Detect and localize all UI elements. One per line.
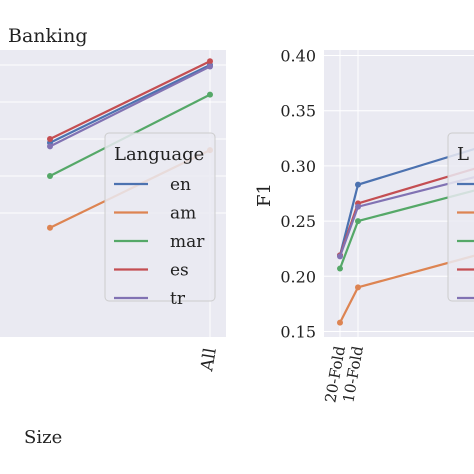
legend-label-mar: mar	[170, 232, 205, 252]
legend-2-frame	[447, 132, 474, 302]
series-line-tr	[49, 65, 211, 148]
panel-title: Banking	[8, 25, 88, 47]
data-point-tr	[207, 63, 213, 70]
plot-2-ytick-label: 0.15	[280, 322, 316, 341]
legend-2: L	[447, 132, 474, 302]
data-point-es	[207, 58, 213, 65]
series-line-en	[49, 64, 211, 144]
plot-2-ylabel: F1	[254, 183, 275, 207]
shared-xlabel: Size	[24, 427, 62, 448]
legend-1-frame	[104, 132, 216, 302]
plot-2-yticks: 0.15 0.20 0.25 0.30 0.35 0.40	[280, 47, 316, 342]
data-point-mar	[47, 173, 53, 179]
plot-2-ytick-label: 0.40	[280, 47, 316, 66]
plot-2-ytick-label: 0.30	[280, 157, 316, 176]
plot-2-ytick-label: 0.35	[280, 102, 316, 121]
plot-2-ytick-label: 0.25	[280, 212, 316, 231]
plot-2-series	[337, 147, 474, 326]
data-point-am	[337, 319, 343, 326]
data-point-am	[47, 224, 53, 231]
legend-label-am: am	[170, 204, 196, 224]
data-point-mar	[337, 265, 343, 272]
data-point-mar	[207, 91, 213, 98]
data-point-tr	[47, 143, 53, 150]
plot-2: 0.150.200.250.300.350.40 20-Fold10-Fold …	[254, 47, 474, 404]
data-point-en	[355, 181, 361, 188]
data-point-tr	[337, 253, 343, 260]
data-point-mar	[355, 218, 361, 225]
data-point-tr	[355, 203, 361, 210]
data-point-es	[47, 136, 53, 142]
legend-1-title: Language	[114, 144, 204, 165]
legend-1-entries: en am mar es tr	[114, 175, 205, 309]
legend-label-en: en	[170, 175, 191, 195]
legend-label-es: es	[170, 261, 189, 281]
plot-1-xticks: All	[197, 346, 221, 373]
plot-2-ytick-label: 0.20	[280, 267, 316, 286]
legend-2-entries	[457, 182, 474, 300]
legend-2-title: L	[457, 144, 469, 165]
series-line-es	[49, 60, 211, 140]
plot-1-xtick-label: All	[197, 346, 221, 373]
legend-1: Language en am mar es tr	[104, 132, 216, 309]
data-point-am	[355, 284, 361, 291]
legend-label-tr: tr	[170, 289, 186, 309]
